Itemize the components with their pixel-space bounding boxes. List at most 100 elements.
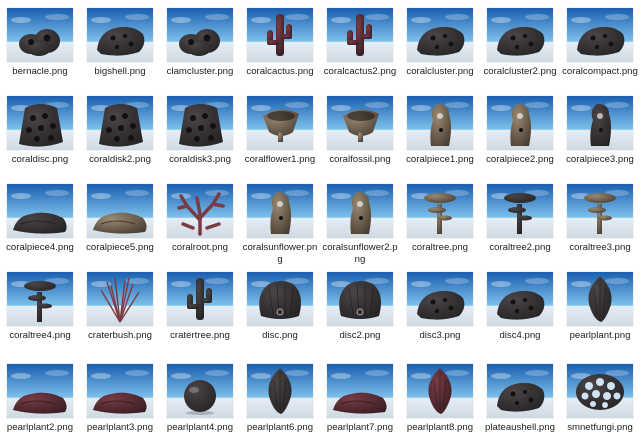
- coral-piece-thumbnail: [567, 96, 633, 150]
- coral-disc-thumbnail: [7, 96, 73, 150]
- file-item[interactable]: clamcluster.png: [160, 0, 240, 88]
- file-item[interactable]: craterbush.png: [80, 264, 160, 352]
- pearl-plant-thumbnail: [247, 364, 313, 418]
- coral-sunflower-thumbnail: [247, 184, 313, 238]
- disc-thumbnail: [487, 272, 553, 326]
- file-item[interactable]: coraltree4.png: [0, 264, 80, 352]
- file-item[interactable]: coraldisk3.png: [160, 88, 240, 176]
- coral-sunflower-thumbnail: [327, 184, 393, 238]
- pearl-plant-thumbnail: [327, 364, 393, 418]
- file-name-label: coralcluster.png: [406, 66, 474, 77]
- disc-thumbnail: [407, 272, 473, 326]
- file-item[interactable]: disc4.png: [480, 264, 560, 352]
- file-name-label: disc3.png: [419, 330, 461, 341]
- file-name-label: cratertree.png: [170, 330, 230, 341]
- file-item[interactable]: pearlplant4.png: [160, 356, 240, 444]
- file-name-label: coraldisc.png: [11, 154, 69, 165]
- file-item[interactable]: coralcompact.png: [560, 0, 640, 88]
- disc-thumbnail: [247, 272, 313, 326]
- file-item[interactable]: coraldisk2.png: [80, 88, 160, 176]
- coral-tree-thumbnail: [407, 184, 473, 238]
- file-item[interactable]: pearlplant6.png: [240, 356, 320, 444]
- file-item[interactable]: coralpiece5.png: [80, 176, 160, 264]
- pearl-plant-thumbnail: [87, 364, 153, 418]
- coral-compact-thumbnail: [567, 8, 633, 62]
- file-item[interactable]: coralcactus2.png: [320, 0, 400, 88]
- file-item[interactable]: coralroot.png: [160, 176, 240, 264]
- file-item[interactable]: pearlplant3.png: [80, 356, 160, 444]
- file-item[interactable]: disc.png: [240, 264, 320, 352]
- file-name-label: bernacle.png: [12, 66, 68, 77]
- file-item[interactable]: coralfossil.png: [320, 88, 400, 176]
- coral-cluster-thumbnail: [407, 8, 473, 62]
- big-shell-thumbnail: [87, 8, 153, 62]
- file-name-label: coraltree4.png: [9, 330, 71, 341]
- coral-cactus-thumbnail: [247, 8, 313, 62]
- file-name-label: coraltree2.png: [489, 242, 551, 253]
- file-item[interactable]: coralsunflower.png: [240, 176, 320, 265]
- file-name-label: coralpiece4.png: [6, 242, 74, 253]
- file-name-label: coraltree3.png: [569, 242, 631, 253]
- file-name-label: coralcluster2.png: [483, 66, 557, 77]
- file-name-label: pearlplant7.png: [326, 422, 394, 433]
- file-item[interactable]: pearlplant7.png: [320, 356, 400, 444]
- file-item[interactable]: coralpiece4.png: [0, 176, 80, 264]
- file-name-label: coraltree.png: [412, 242, 468, 253]
- file-name-label: craterbush.png: [88, 330, 152, 341]
- file-name-label: coralsunflower2.png: [322, 242, 398, 265]
- file-item[interactable]: cratertree.png: [160, 264, 240, 352]
- clam-cluster-thumbnail: [167, 8, 233, 62]
- coral-piece-thumbnail: [487, 96, 553, 150]
- file-name-label: coralroot.png: [172, 242, 228, 253]
- file-name-label: coralsunflower.png: [242, 242, 318, 265]
- file-item[interactable]: bernacle.png: [0, 0, 80, 88]
- file-item[interactable]: coralsunflower2.png: [320, 176, 400, 265]
- pearl-plant-thumbnail: [407, 364, 473, 418]
- file-name-label: coralpiece5.png: [86, 242, 154, 253]
- file-name-label: coralpiece2.png: [486, 154, 554, 165]
- file-item[interactable]: smnetfungi.png: [560, 356, 640, 444]
- file-item[interactable]: pearlplant2.png: [0, 356, 80, 444]
- coral-piece-thumbnail: [7, 184, 73, 238]
- file-item[interactable]: coralpiece3.png: [560, 88, 640, 176]
- file-item[interactable]: coralcactus.png: [240, 0, 320, 88]
- file-name-label: coralpiece3.png: [566, 154, 634, 165]
- barnacle-cluster-thumbnail: [7, 8, 73, 62]
- file-item[interactable]: coralpiece2.png: [480, 88, 560, 176]
- file-item[interactable]: coralflower1.png: [240, 88, 320, 176]
- file-name-label: disc.png: [262, 330, 298, 341]
- file-item[interactable]: pearlplant.png: [560, 264, 640, 352]
- file-name-label: clamcluster.png: [166, 66, 234, 77]
- pearl-plant-thumbnail: [7, 364, 73, 418]
- coral-disk-thumbnail: [87, 96, 153, 150]
- file-item[interactable]: coralcluster.png: [400, 0, 480, 88]
- file-item[interactable]: pearlplant8.png: [400, 356, 480, 444]
- file-name-label: bigshell.png: [94, 66, 146, 77]
- file-name-label: pearlplant8.png: [406, 422, 474, 433]
- file-item[interactable]: coralpiece1.png: [400, 88, 480, 176]
- file-name-label: disc2.png: [339, 330, 381, 341]
- pearl-plant-thumbnail: [567, 272, 633, 326]
- file-item[interactable]: disc2.png: [320, 264, 400, 352]
- coral-piece-thumbnail: [87, 184, 153, 238]
- coral-tree-thumbnail: [567, 184, 633, 238]
- file-name-label: coralflower1.png: [244, 154, 316, 165]
- coral-cluster-thumbnail: [487, 8, 553, 62]
- file-name-label: pearlplant3.png: [86, 422, 154, 433]
- plateau-shell-thumbnail: [487, 364, 553, 418]
- file-name-label: coraldisk2.png: [89, 154, 151, 165]
- file-item[interactable]: coralcluster2.png: [480, 0, 560, 88]
- coral-tree-thumbnail: [487, 184, 553, 238]
- file-name-label: coralcactus.png: [246, 66, 314, 77]
- file-item[interactable]: disc3.png: [400, 264, 480, 352]
- file-name-label: pearlplant2.png: [6, 422, 74, 433]
- file-item[interactable]: plateaushell.png: [480, 356, 560, 444]
- file-item[interactable]: coraltree2.png: [480, 176, 560, 264]
- file-name-label: disc4.png: [499, 330, 541, 341]
- pearl-plant-thumbnail: [167, 364, 233, 418]
- file-item[interactable]: coraltree.png: [400, 176, 480, 264]
- file-item[interactable]: coraltree3.png: [560, 176, 640, 264]
- file-item[interactable]: coraldisc.png: [0, 88, 80, 176]
- file-item[interactable]: bigshell.png: [80, 0, 160, 88]
